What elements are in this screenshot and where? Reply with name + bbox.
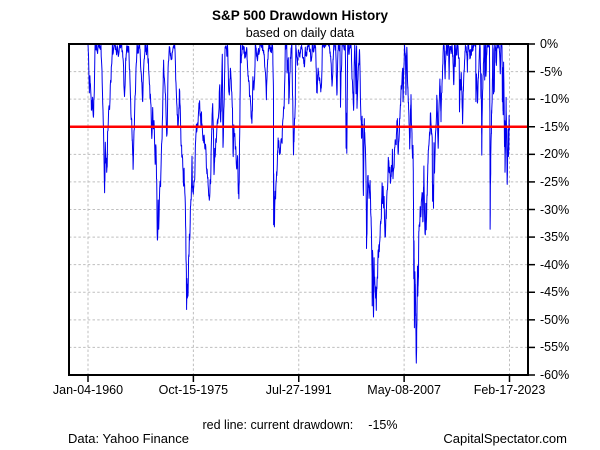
x-axis-tick-label: Jan-04-1960 bbox=[52, 383, 124, 397]
chart-subtitle: based on daily data bbox=[245, 26, 355, 40]
y-axis-tick-label: -40% bbox=[540, 257, 570, 272]
x-axis-tick-label: May-08-2007 bbox=[367, 383, 441, 397]
y-axis-tick-label: -55% bbox=[540, 340, 570, 355]
y-axis-tick-label: -25% bbox=[540, 174, 570, 189]
footnote-label: red line: current drawdown: bbox=[202, 418, 354, 432]
x-axis-tick-label: Jul-27-1991 bbox=[265, 383, 332, 397]
y-axis-tick-label: -5% bbox=[540, 64, 563, 79]
y-axis-tick-label: -30% bbox=[540, 202, 570, 217]
y-axis-tick-label: -35% bbox=[540, 230, 570, 245]
sp500-drawdown-series bbox=[87, 43, 510, 364]
page-title: S&P 500 Drawdown History bbox=[211, 8, 389, 23]
y-axis-tick-label: -45% bbox=[540, 285, 570, 300]
x-axis-tick-label: Feb-17-2023 bbox=[473, 383, 546, 397]
y-axis-tick-label: -10% bbox=[540, 92, 570, 107]
y-axis-tick-label: -50% bbox=[540, 312, 570, 327]
footnote: red line: current drawdown: -15% bbox=[0, 418, 600, 432]
y-axis-tick-label: -60% bbox=[540, 368, 570, 382]
y-axis-tick-label: 0% bbox=[540, 37, 559, 51]
credits-row: Data: Yahoo Finance CapitalSpectator.com bbox=[0, 431, 600, 447]
axis-ticks bbox=[87, 43, 535, 382]
y-axis-tick-label: -20% bbox=[540, 147, 570, 162]
y-axis-tick-label: -15% bbox=[540, 119, 570, 134]
x-axis-tick-label: Oct-15-1975 bbox=[158, 383, 229, 397]
plot-frame bbox=[68, 43, 529, 376]
data-source: Data: Yahoo Finance bbox=[68, 431, 189, 446]
footnote-value: -15% bbox=[368, 418, 398, 432]
site-credit: CapitalSpectator.com bbox=[443, 431, 567, 446]
